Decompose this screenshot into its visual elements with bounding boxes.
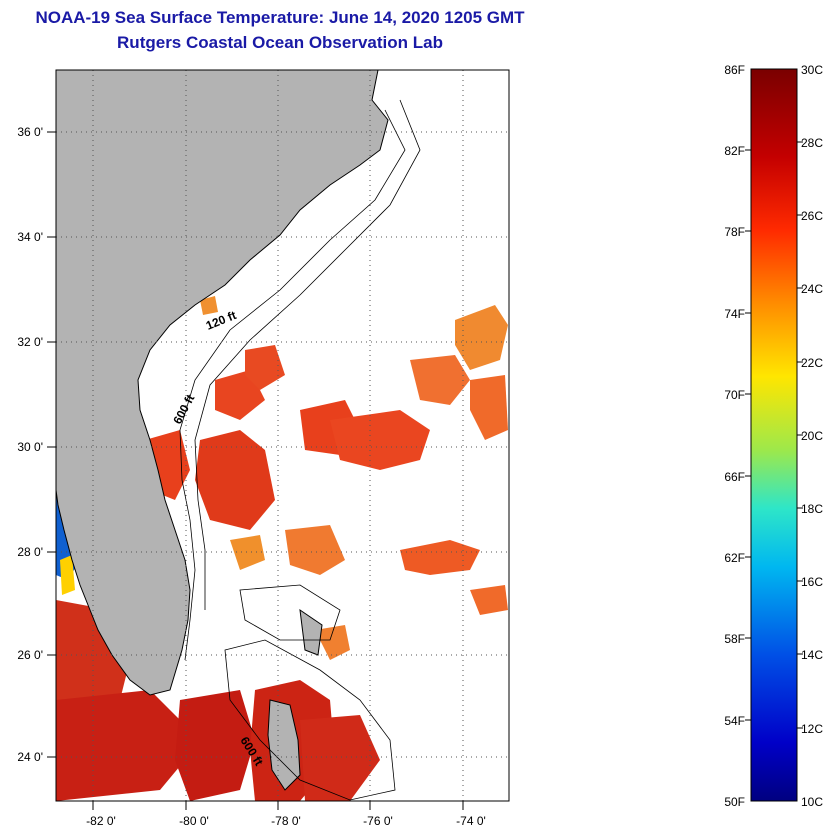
colorbar-label-c: 30C <box>801 63 823 77</box>
colorbar-label-f: 58F <box>724 632 745 646</box>
colorbar-label-c: 18C <box>801 502 823 516</box>
lon-label: -80 0' <box>179 814 209 828</box>
lat-label: 24 0' <box>17 750 43 764</box>
lon-label: -82 0' <box>86 814 116 828</box>
isobath-line <box>179 109 406 661</box>
axis-ticks <box>47 131 464 810</box>
map-title: NOAA-19 Sea Surface Temperature: June 14… <box>35 8 525 27</box>
lon-label: -78 0' <box>271 814 301 828</box>
colorbar-label-f: 50F <box>724 795 745 809</box>
land-mass <box>56 70 389 696</box>
isobath-line <box>239 584 341 641</box>
isobath-line <box>224 639 396 801</box>
colorbar-label-f: 82F <box>724 144 745 158</box>
map-subtitle: Rutgers Coastal Ocean Observation Lab <box>117 33 443 52</box>
colorbar-label-c: 20C <box>801 429 823 443</box>
colorbar-label-c: 28C <box>801 136 823 150</box>
colorbar-label-c: 12C <box>801 722 823 736</box>
colorbar-label-c: 16C <box>801 575 823 589</box>
colorbar-label-f: 74F <box>724 307 745 321</box>
isobath-line <box>194 99 421 610</box>
map-frame <box>55 69 510 802</box>
sst-patches <box>56 296 508 801</box>
lon-label: -76 0' <box>363 814 393 828</box>
colorbar-label-c: 10C <box>801 795 823 809</box>
colorbar-label-c: 26C <box>801 209 823 223</box>
bahamas-island <box>267 699 301 791</box>
colorbar-label-f: 70F <box>724 388 745 402</box>
bahamas-island <box>299 608 323 656</box>
lon-label: -74 0' <box>456 814 486 828</box>
colorbar-label-c: 22C <box>801 356 823 370</box>
colorbar-label-f: 78F <box>724 225 745 239</box>
lat-label: 34 0' <box>17 230 43 244</box>
colorbar-ticks <box>745 141 803 729</box>
lat-label: 28 0' <box>17 545 43 559</box>
lat-label: 36 0' <box>17 125 43 139</box>
colorbar-label-f: 62F <box>724 551 745 565</box>
colorbar-label-f: 86F <box>724 63 745 77</box>
lat-label: 26 0' <box>17 648 43 662</box>
lat-label: 32 0' <box>17 335 43 349</box>
colorbar-label-f: 54F <box>724 714 745 728</box>
colorbar <box>750 68 798 802</box>
colorbar-label-c: 24C <box>801 282 823 296</box>
graticule <box>56 70 509 801</box>
lat-label: 30 0' <box>17 440 43 454</box>
colorbar-label-f: 66F <box>724 470 745 484</box>
colorbar-label-c: 14C <box>801 648 823 662</box>
